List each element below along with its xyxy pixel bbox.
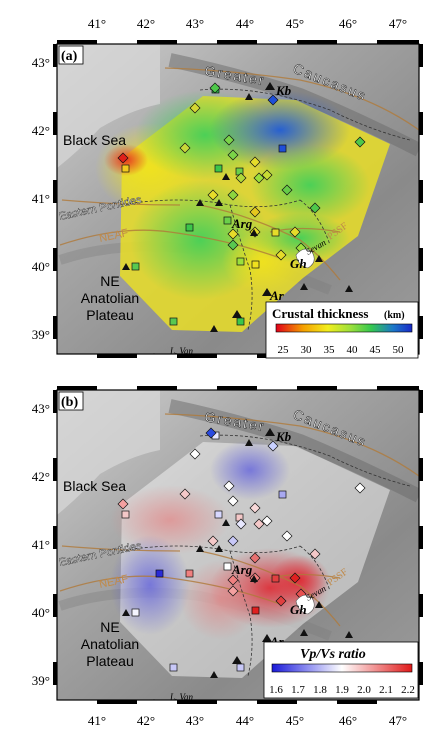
colorbar-tick: 25 [278, 344, 290, 356]
lat-label: 41° [32, 191, 50, 206]
colorbar-tick: 1.8 [313, 684, 327, 696]
lon-label: 41° [88, 16, 106, 31]
lat-labels-a: 43° 42° 41° 40° 39° [32, 55, 50, 342]
lat-label: 42° [32, 123, 50, 138]
borders-a [119, 88, 411, 331]
lat-label: 39° [32, 673, 50, 688]
lon-label: 45° [286, 16, 304, 31]
frame-ticks-b [53, 386, 423, 704]
lon-label: 46° [339, 16, 357, 31]
colorbar-tick: 2.1 [379, 684, 393, 696]
panel-label-box-b [58, 391, 84, 411]
volcanoes-b [122, 428, 353, 700]
volcanoes-a [122, 82, 353, 354]
lat-label: 40° [32, 259, 50, 274]
place-l-van-a: L. Van [169, 346, 194, 356]
colorbar-tick: 1.9 [335, 684, 349, 696]
colorbar-tick: 30 [301, 344, 313, 356]
place-black-sea-b: Black Sea [63, 478, 126, 494]
lon-label: 41° [88, 713, 106, 728]
fault-lines-b [59, 413, 419, 627]
lake-sevan-b [295, 594, 315, 615]
place-black-sea-a: Black Sea [63, 132, 126, 148]
colorbar-title-b: Vp/Vs ratio [300, 647, 366, 662]
lon-label: 47° [389, 16, 407, 31]
place-ne-b: NE [100, 619, 119, 635]
place-anatolian-b: Anatolian [81, 636, 139, 652]
panel-b: 43° 42° 41° 40° 39° 41° 42° 43° 44° 45° … [32, 386, 423, 728]
place-kb-b: Kb [275, 429, 292, 444]
colorbar-title-a: Crustal thickness [272, 306, 368, 321]
place-gh-b: Gh [290, 602, 307, 617]
colorbar-tick: 2.0 [357, 684, 371, 696]
lon-label: 43° [186, 713, 204, 728]
panel-label-box-a [58, 45, 84, 65]
colorbar-tick: 50 [393, 344, 405, 356]
lat-label: 43° [32, 55, 50, 70]
stations-a [117, 82, 366, 326]
colorbar-tick: 1.6 [269, 684, 283, 696]
black-sea-area-a [57, 44, 160, 168]
panel-label-b: (b) [61, 395, 78, 410]
lake-sevan-a [295, 248, 315, 269]
lat-label: 42° [32, 469, 50, 484]
colorbar-tick: 40 [347, 344, 359, 356]
colorbar-tick: 2.2 [401, 684, 415, 696]
lon-label: 47° [389, 713, 407, 728]
lon-labels-bottom: 41° 42° 43° 44° 45° 46° 47° [88, 713, 407, 728]
place-kb-a: Kb [275, 83, 292, 98]
lon-label: 42° [137, 16, 155, 31]
lon-label: 45° [286, 713, 304, 728]
place-arg-a: Arg [231, 216, 253, 231]
lon-label: 43° [186, 16, 204, 31]
lat-label: 39° [32, 327, 50, 342]
colorbar-unit-a: (km) [384, 310, 405, 321]
black-sea-area-b [57, 390, 160, 515]
lat-label: 43° [32, 401, 50, 416]
place-gh-a: Gh [290, 256, 307, 271]
lon-labels-top: 41° 42° 43° 44° 45° 46° 47° [88, 16, 407, 31]
colorbar-ramp-a [275, 323, 413, 333]
place-plateau-b: Plateau [86, 653, 133, 669]
colorbar-tick: 45 [370, 344, 382, 356]
panel-a: 41° 42° 43° 44° 45° 46° 47° 43° 42° 41° … [32, 16, 423, 359]
lon-label: 46° [339, 713, 357, 728]
lat-label: 41° [32, 537, 50, 552]
colorbar-ramp-b [271, 663, 413, 673]
colorbar-b: Vp/Vs ratio 1.6 1.7 1.8 1.9 2.0 2.1 2.2 [263, 641, 419, 699]
place-l-van-b: L. Van [169, 692, 194, 702]
lat-label: 40° [32, 605, 50, 620]
place-anatolian-a: Anatolian [81, 290, 139, 306]
place-ne-a: NE [100, 273, 119, 289]
panel-label-a: (a) [61, 49, 78, 64]
lon-label: 44° [236, 713, 254, 728]
lon-label: 42° [137, 713, 155, 728]
lon-label: 44° [236, 16, 254, 31]
place-arg-b: Arg [231, 562, 253, 577]
place-plateau-a: Plateau [86, 307, 133, 323]
place-ar-a: Ar [269, 288, 285, 303]
colorbar-tick: 35 [324, 344, 336, 356]
lat-labels-b: 43° 42° 41° 40° 39° [32, 401, 50, 688]
colorbar-tick: 1.7 [291, 684, 305, 696]
colorbar-a: Crustal thickness (km) 25 30 35 40 45 50 [265, 301, 419, 359]
borders-b [119, 434, 411, 677]
